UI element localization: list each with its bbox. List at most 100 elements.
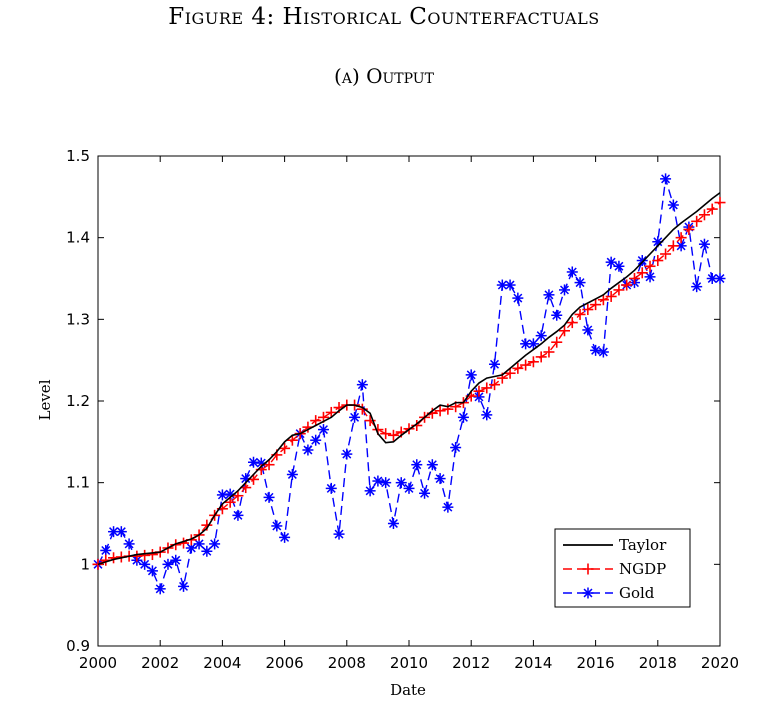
legend-marker xyxy=(582,563,594,575)
x-tick-label: 2000 xyxy=(79,654,117,672)
data-point-gold xyxy=(411,459,423,471)
data-point-ngdp xyxy=(279,442,291,454)
x-tick-label: 2002 xyxy=(141,654,179,672)
data-point-gold xyxy=(310,434,322,446)
data-point-gold xyxy=(333,528,345,540)
y-tick-label: 1.5 xyxy=(66,147,90,165)
panel-title: (a) Output xyxy=(334,64,434,88)
data-point-ngdp xyxy=(698,209,710,221)
data-point-ngdp xyxy=(613,284,625,296)
data-point-ngdp xyxy=(481,382,493,394)
y-tick-label: 1 xyxy=(80,555,90,573)
data-point-ngdp xyxy=(139,549,151,561)
data-point-ngdp xyxy=(582,304,594,316)
data-point-gold xyxy=(535,330,547,342)
data-point-gold xyxy=(419,487,431,499)
data-point-ngdp xyxy=(706,203,718,215)
data-point-gold xyxy=(123,538,135,550)
data-point-ngdp xyxy=(597,294,609,306)
y-axis-label: Level xyxy=(36,379,54,420)
data-point-gold xyxy=(489,358,501,370)
data-point-gold xyxy=(698,238,710,250)
legend-box xyxy=(554,528,691,608)
data-point-gold xyxy=(450,442,462,454)
x-tick-label: 2018 xyxy=(639,654,677,672)
data-point-gold xyxy=(356,379,368,391)
data-point-ngdp xyxy=(520,359,532,371)
x-tick-label: 2014 xyxy=(514,654,552,672)
data-point-ngdp xyxy=(675,232,687,244)
y-tick-label: 1.4 xyxy=(66,229,90,247)
data-point-ngdp xyxy=(566,317,578,329)
y-tick-label: 1.1 xyxy=(66,474,90,492)
series-layer xyxy=(92,173,726,595)
data-point-gold xyxy=(271,520,283,532)
data-point-ngdp xyxy=(527,356,539,368)
data-point-gold xyxy=(317,424,329,436)
data-point-gold xyxy=(325,482,337,494)
data-point-gold xyxy=(667,199,679,211)
data-point-gold xyxy=(551,309,563,321)
data-point-gold xyxy=(372,475,384,487)
data-point-ngdp xyxy=(146,549,158,561)
data-point-gold xyxy=(613,260,625,272)
data-point-gold xyxy=(349,411,361,423)
data-point-ngdp xyxy=(551,336,563,348)
data-point-gold xyxy=(566,266,578,278)
data-point-ngdp xyxy=(543,346,555,358)
data-point-gold xyxy=(146,565,158,577)
data-point-ngdp xyxy=(512,362,524,374)
data-point-gold xyxy=(582,324,594,336)
data-point-ngdp xyxy=(636,267,648,279)
data-point-ngdp xyxy=(387,429,399,441)
data-point-gold xyxy=(248,456,259,468)
data-point-ngdp xyxy=(286,434,298,446)
data-point-ngdp xyxy=(224,496,236,508)
x-tick-label: 2006 xyxy=(266,654,304,672)
data-point-gold xyxy=(636,255,648,267)
axes xyxy=(97,155,721,647)
series-line-gold xyxy=(97,178,720,591)
data-point-ngdp xyxy=(434,405,446,417)
data-point-gold xyxy=(232,509,244,521)
data-point-ngdp xyxy=(356,403,368,415)
data-point-gold xyxy=(115,526,127,538)
data-point-gold xyxy=(380,477,392,489)
tick-labels: 2000 2002 2004 2006 2008 2010 2012 2014 2016 2018… xyxy=(66,147,739,672)
data-point-gold xyxy=(714,273,726,284)
legend-label: NGDP xyxy=(619,560,666,578)
legend-label: Taylor xyxy=(619,536,667,554)
series-taylor xyxy=(97,192,721,566)
data-point-ngdp xyxy=(644,260,656,272)
data-point-gold xyxy=(512,292,524,304)
data-point-ngdp xyxy=(652,255,664,267)
data-point-gold xyxy=(193,538,205,550)
data-point-gold xyxy=(387,518,399,529)
data-point-ngdp xyxy=(621,279,633,291)
data-point-ngdp xyxy=(131,550,143,562)
data-point-gold xyxy=(162,558,174,570)
data-point-gold xyxy=(341,448,353,460)
data-point-gold xyxy=(504,279,516,291)
data-point-gold xyxy=(100,544,112,556)
data-point-gold xyxy=(543,289,555,301)
data-point-ngdp xyxy=(380,428,392,440)
data-point-gold xyxy=(154,583,166,595)
legend: Taylor NGDP Gold xyxy=(554,528,691,608)
data-point-gold xyxy=(178,580,190,592)
data-point-gold xyxy=(426,459,438,471)
legend-item-taylor: Taylor xyxy=(563,536,667,554)
data-point-ngdp xyxy=(92,558,104,570)
data-point-gold xyxy=(170,554,182,566)
data-point-ngdp xyxy=(411,420,423,431)
series-line-taylor xyxy=(97,192,721,566)
data-point-gold xyxy=(263,491,275,503)
legend-marker xyxy=(582,587,594,599)
x-tick-label: 2020 xyxy=(701,654,739,672)
data-point-gold xyxy=(434,473,446,485)
data-point-gold xyxy=(185,542,197,554)
data-point-gold xyxy=(574,277,586,289)
data-point-ngdp xyxy=(605,290,617,302)
data-point-ngdp xyxy=(559,325,570,337)
